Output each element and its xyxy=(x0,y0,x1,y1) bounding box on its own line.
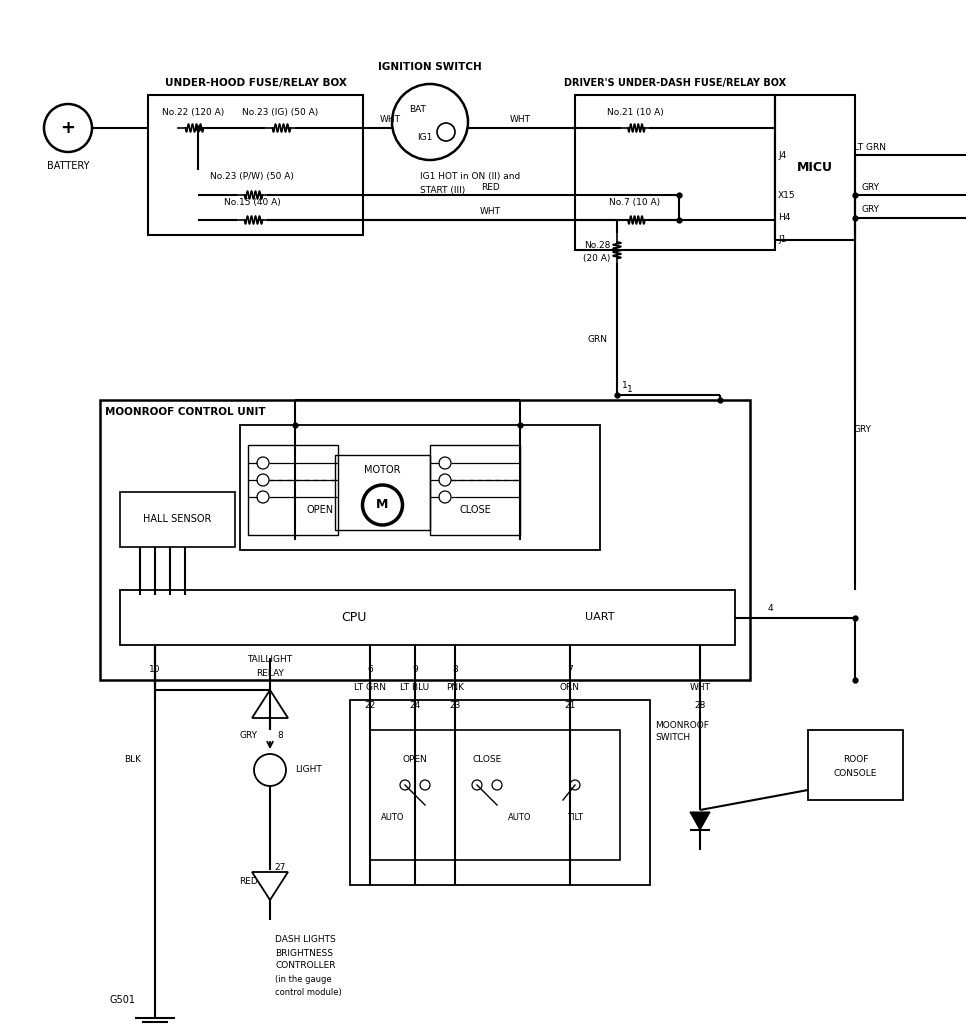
Text: No.28: No.28 xyxy=(583,241,611,250)
Text: control module): control module) xyxy=(275,987,342,996)
Text: CONTROLLER: CONTROLLER xyxy=(275,962,335,971)
Text: 21: 21 xyxy=(564,700,576,710)
Text: DRIVER'S UNDER-DASH FUSE/RELAY BOX: DRIVER'S UNDER-DASH FUSE/RELAY BOX xyxy=(564,78,786,88)
Text: H4: H4 xyxy=(778,213,790,222)
Text: LT GRN: LT GRN xyxy=(354,683,386,691)
Text: ORN: ORN xyxy=(560,683,580,691)
Text: UNDER-HOOD FUSE/RELAY BOX: UNDER-HOOD FUSE/RELAY BOX xyxy=(164,78,347,88)
Text: 22: 22 xyxy=(364,700,376,710)
Text: No.22 (120 A): No.22 (120 A) xyxy=(162,109,224,118)
Text: CPU: CPU xyxy=(341,611,366,624)
Text: START (III): START (III) xyxy=(420,185,466,195)
Text: LIGHT: LIGHT xyxy=(295,766,322,774)
Text: PNK: PNK xyxy=(446,683,464,691)
Text: LT BLU: LT BLU xyxy=(401,683,430,691)
Text: 7: 7 xyxy=(567,666,573,675)
Text: No.23 (IG) (50 A): No.23 (IG) (50 A) xyxy=(242,109,318,118)
Bar xyxy=(350,700,650,885)
Bar xyxy=(370,730,620,860)
Text: GRN: GRN xyxy=(587,336,607,344)
Bar xyxy=(430,445,520,535)
Text: IGNITION SWITCH: IGNITION SWITCH xyxy=(378,62,482,72)
Text: WHT: WHT xyxy=(479,208,500,216)
Text: DASH LIGHTS: DASH LIGHTS xyxy=(275,936,336,944)
Text: BATTERY: BATTERY xyxy=(46,161,89,171)
Text: 1: 1 xyxy=(627,385,633,394)
Text: GRY: GRY xyxy=(854,426,872,434)
Text: 4: 4 xyxy=(767,604,773,613)
Text: J4: J4 xyxy=(778,151,786,160)
Text: MOONROOF CONTROL UNIT: MOONROOF CONTROL UNIT xyxy=(105,407,266,417)
Text: IG1 HOT in ON (II) and: IG1 HOT in ON (II) and xyxy=(420,172,521,181)
Text: 27: 27 xyxy=(274,863,286,872)
Text: CLOSE: CLOSE xyxy=(459,505,491,515)
Text: MICU: MICU xyxy=(797,161,833,174)
Bar xyxy=(575,95,775,250)
Text: X15: X15 xyxy=(778,190,796,200)
Bar xyxy=(808,730,903,800)
Text: CLOSE: CLOSE xyxy=(472,756,501,765)
Text: RED: RED xyxy=(239,878,257,887)
Text: RED: RED xyxy=(481,182,499,191)
Text: 10: 10 xyxy=(150,666,160,675)
Bar xyxy=(120,492,235,547)
Text: BRIGHTNESS: BRIGHTNESS xyxy=(275,948,333,957)
Text: No.21 (10 A): No.21 (10 A) xyxy=(607,109,664,118)
Text: 23: 23 xyxy=(449,700,461,710)
Text: UART: UART xyxy=(585,612,614,623)
Bar xyxy=(148,95,363,234)
Text: (in the gauge: (in the gauge xyxy=(275,975,331,983)
Text: RELAY: RELAY xyxy=(256,669,284,678)
Text: No.23 (P/W) (50 A): No.23 (P/W) (50 A) xyxy=(210,172,294,181)
Text: AUTO: AUTO xyxy=(508,813,531,822)
Text: 8: 8 xyxy=(277,730,283,739)
Text: AUTO: AUTO xyxy=(382,813,405,822)
Text: BLK: BLK xyxy=(125,756,141,765)
Text: No.7 (10 A): No.7 (10 A) xyxy=(610,198,661,207)
Text: 9: 9 xyxy=(412,666,418,675)
Text: No.15 (40 A): No.15 (40 A) xyxy=(223,198,280,207)
Text: OPEN: OPEN xyxy=(306,505,333,515)
Text: TILT: TILT xyxy=(567,813,583,822)
Text: 8: 8 xyxy=(452,666,458,675)
Bar xyxy=(775,95,855,240)
Text: OPEN: OPEN xyxy=(403,756,427,765)
Text: GRY: GRY xyxy=(861,206,879,214)
Text: IG1: IG1 xyxy=(417,132,433,141)
Text: WHT: WHT xyxy=(509,116,530,125)
Text: GRY: GRY xyxy=(861,182,879,191)
Bar xyxy=(240,425,600,550)
Text: MOTOR: MOTOR xyxy=(364,465,401,475)
Text: 28: 28 xyxy=(695,700,706,710)
Text: HALL SENSOR: HALL SENSOR xyxy=(143,514,212,524)
Text: 24: 24 xyxy=(410,700,420,710)
Text: ROOF: ROOF xyxy=(842,756,868,765)
Text: MOONROOF: MOONROOF xyxy=(655,721,709,729)
Bar xyxy=(248,445,338,535)
Text: WHT: WHT xyxy=(380,116,401,125)
Bar xyxy=(100,400,750,680)
Text: M: M xyxy=(377,499,388,512)
Text: 6: 6 xyxy=(367,666,373,675)
Text: WHT: WHT xyxy=(690,683,711,691)
Text: G501: G501 xyxy=(110,995,136,1005)
Text: (20 A): (20 A) xyxy=(583,254,611,262)
Text: GRY: GRY xyxy=(239,730,257,739)
Text: CONSOLE: CONSOLE xyxy=(834,768,877,777)
Text: SWITCH: SWITCH xyxy=(655,732,690,741)
Text: J1: J1 xyxy=(778,236,786,245)
Polygon shape xyxy=(690,812,710,830)
Text: 1: 1 xyxy=(622,381,628,389)
Text: LT GRN: LT GRN xyxy=(854,142,886,152)
Bar xyxy=(120,590,735,645)
Text: BAT: BAT xyxy=(410,105,426,115)
Text: TAILLIGHT: TAILLIGHT xyxy=(247,655,293,665)
Bar xyxy=(335,455,430,530)
Text: +: + xyxy=(61,119,75,137)
